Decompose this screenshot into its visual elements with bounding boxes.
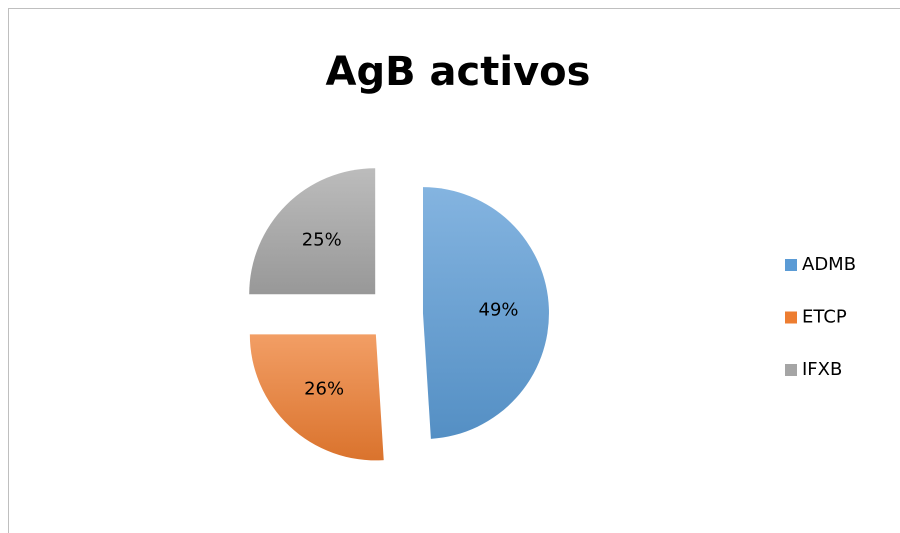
legend-label: ETCP bbox=[802, 307, 847, 328]
pie-slice bbox=[249, 168, 376, 295]
legend-label: ADMB bbox=[802, 254, 856, 275]
legend-label: IFXB bbox=[802, 359, 842, 380]
data-label: 49% bbox=[479, 300, 519, 321]
legend-swatch bbox=[785, 259, 797, 271]
data-label: 25% bbox=[302, 230, 342, 251]
chart-title: AgB activos bbox=[326, 49, 591, 95]
data-label: 26% bbox=[304, 379, 344, 400]
pie-slice bbox=[249, 334, 384, 461]
legend-swatch bbox=[785, 364, 797, 376]
legend-swatch bbox=[785, 311, 797, 324]
pie-slice bbox=[422, 187, 549, 439]
